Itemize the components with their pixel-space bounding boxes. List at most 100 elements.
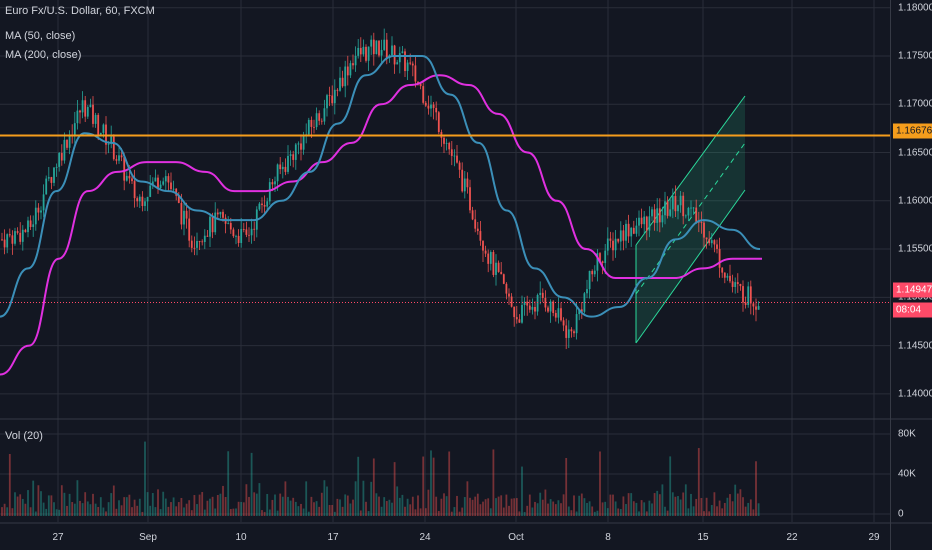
- candle-down: [666, 201, 669, 216]
- candle-down: [703, 222, 705, 238]
- volume-bar: [606, 508, 609, 516]
- volume-bar: [307, 511, 310, 516]
- volume-bar: [365, 501, 367, 516]
- candle-up: [370, 39, 373, 47]
- volume-bar: [549, 499, 552, 516]
- volume-bar: [266, 493, 269, 516]
- ma200-legend[interactable]: MA (200, close): [5, 49, 82, 61]
- volume-tick-label: 40K: [898, 468, 916, 480]
- candle-down: [443, 137, 445, 144]
- candle-up: [250, 228, 253, 236]
- symbol-legend[interactable]: Euro Fx/U.S. Dollar, 60, FXCM: [5, 5, 155, 17]
- volume-bar: [749, 499, 752, 516]
- time-tick-label: 17: [327, 532, 339, 543]
- volume-bar: [55, 509, 58, 516]
- price-tick-label: 1.14500: [898, 340, 932, 352]
- candle-down: [263, 205, 266, 207]
- candle-down: [617, 238, 620, 242]
- volume-bar: [378, 496, 380, 516]
- volume-bar: [523, 511, 526, 516]
- candle-down: [427, 105, 430, 109]
- channel-median-line: [635, 142, 746, 295]
- candle-down: [622, 230, 625, 241]
- volume-legend[interactable]: Vol (20): [5, 430, 43, 442]
- candle-up: [567, 329, 570, 338]
- price-tick-label: 1.18000: [898, 2, 932, 14]
- candle-down: [346, 66, 349, 76]
- volume-bar: [32, 480, 35, 516]
- candle-up: [643, 216, 646, 225]
- volume-bar: [253, 492, 256, 516]
- volume-bar: [619, 509, 622, 516]
- time-tick-label: Sep: [139, 532, 157, 543]
- volume-bar: [66, 505, 68, 516]
- volume-bar: [396, 486, 399, 516]
- volume-bar: [367, 511, 370, 516]
- price-tick-label: 1.17500: [898, 50, 932, 62]
- volume-bar: [167, 506, 170, 516]
- volume-bar: [274, 494, 276, 516]
- candle-down: [518, 319, 521, 323]
- volume-bar: [133, 499, 136, 516]
- candle-down: [131, 178, 133, 182]
- candle-up: [315, 113, 318, 128]
- candle-down: [731, 281, 734, 287]
- time-tick-label: 29: [868, 532, 880, 543]
- candle-up: [268, 182, 271, 202]
- candle-up: [287, 155, 289, 172]
- candle-up: [47, 177, 50, 179]
- volume-bar: [383, 497, 386, 516]
- candle-down: [229, 223, 232, 230]
- candle-down: [510, 296, 513, 307]
- volume-bar: [578, 495, 581, 516]
- volume-bar: [617, 508, 620, 516]
- candle-down: [508, 293, 510, 297]
- candle-down: [682, 195, 685, 217]
- volume-bar: [687, 508, 690, 516]
- candle-down: [336, 89, 339, 91]
- volume-bar: [721, 508, 724, 516]
- candle-up: [302, 134, 305, 150]
- volume-bar: [640, 500, 643, 516]
- candle-down: [133, 181, 136, 199]
- volume-bar: [718, 500, 721, 516]
- candle-up: [557, 308, 560, 318]
- candle-down: [29, 220, 32, 227]
- ma50-legend[interactable]: MA (50, close): [5, 30, 76, 42]
- candle-down: [60, 153, 63, 161]
- volume-bar: [521, 466, 523, 516]
- volume-bar: [380, 506, 383, 516]
- volume-bar: [669, 456, 672, 516]
- countdown-badge: 08:04: [893, 302, 932, 318]
- candle-down: [695, 207, 698, 222]
- candle-up: [661, 215, 664, 223]
- volume-bar: [632, 501, 635, 516]
- candle-down: [341, 77, 344, 87]
- candle-down: [755, 306, 757, 310]
- volume-bar: [424, 508, 427, 516]
- volume-bar: [128, 494, 131, 516]
- candle-down: [318, 113, 321, 121]
- candle-up: [747, 286, 750, 305]
- volume-bar: [461, 507, 464, 516]
- candle-down: [570, 329, 573, 332]
- candle-up: [73, 123, 76, 136]
- volume-bar: [752, 509, 755, 516]
- candle-down: [526, 301, 529, 306]
- candle-down: [580, 309, 583, 312]
- candle-down: [279, 164, 282, 170]
- candle-down: [261, 203, 263, 206]
- volume-bar: [372, 458, 375, 516]
- candle-up: [162, 181, 165, 185]
- candle-up: [6, 234, 9, 248]
- candle-down: [708, 239, 711, 244]
- candle-down: [292, 154, 295, 160]
- volume-bar: [300, 503, 302, 516]
- candle-up: [281, 166, 284, 170]
- volume-bar: [248, 496, 250, 516]
- volume-bar: [541, 499, 544, 516]
- candle-down: [136, 198, 139, 202]
- candle-up: [445, 142, 448, 144]
- horizontal-lines[interactable]: [0, 134, 890, 303]
